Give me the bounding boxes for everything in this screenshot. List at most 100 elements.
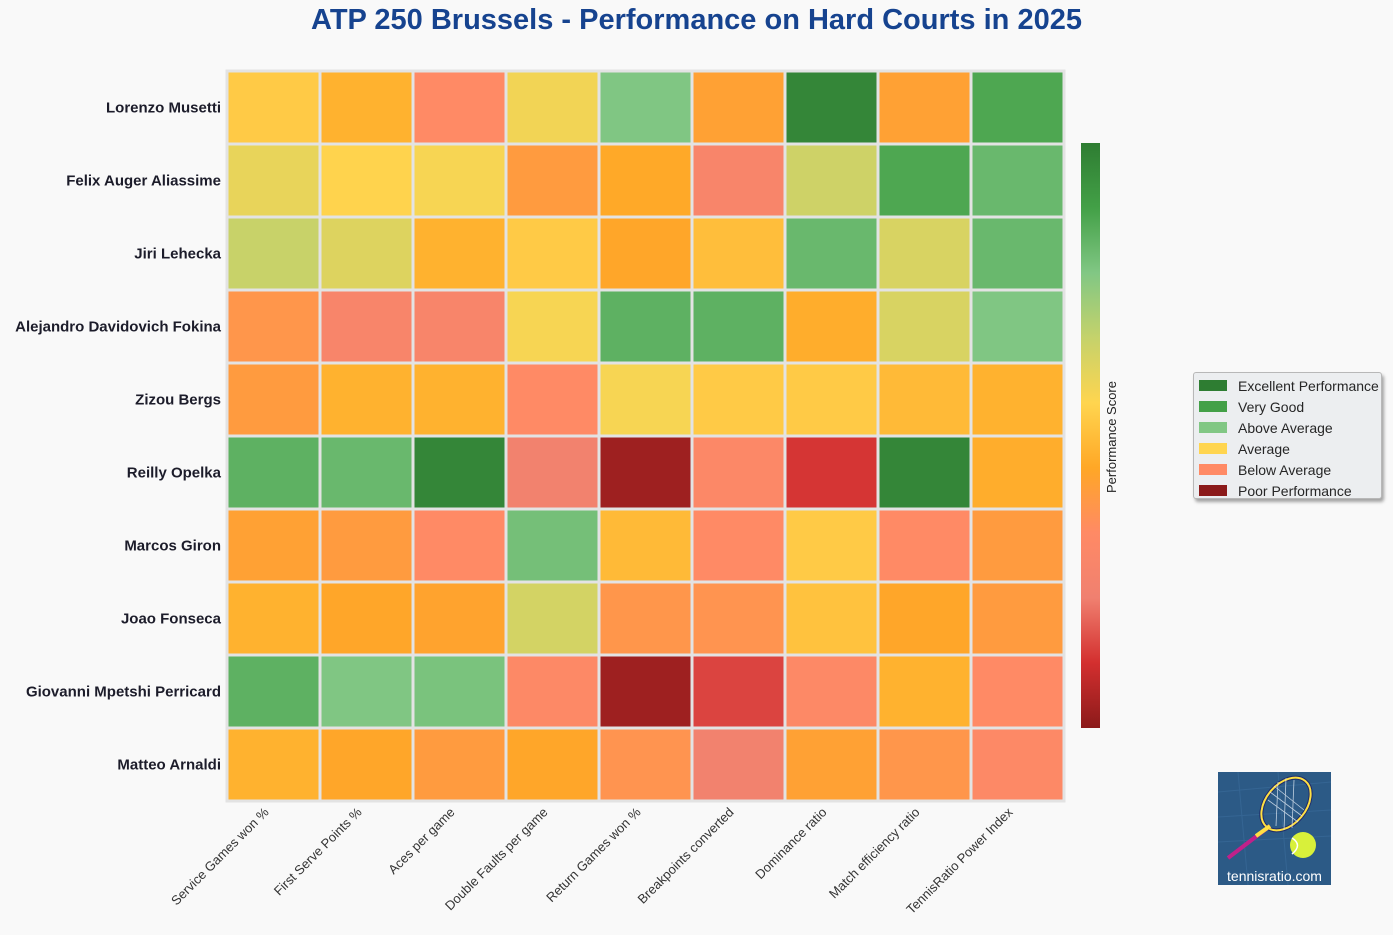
heatmap-cell xyxy=(225,142,322,219)
heatmap-cell xyxy=(783,507,880,584)
legend: Excellent Performance Very Good Above Aver… xyxy=(1193,372,1382,499)
heatmap-cell xyxy=(504,361,601,438)
heatmap-cell xyxy=(690,434,787,511)
heatmap-cell xyxy=(318,580,415,657)
row-label: Joao Fonseca xyxy=(121,611,222,628)
heatmap-cell xyxy=(504,726,601,803)
heatmap-cell xyxy=(690,726,787,803)
row-label: Jiri Lehecka xyxy=(134,246,221,263)
heatmap-cell xyxy=(504,507,601,584)
heatmap-cell xyxy=(876,361,973,438)
heatmap-cell xyxy=(411,434,508,511)
heatmap-cell xyxy=(225,69,322,146)
column-label: TennisRatio Power Index xyxy=(903,804,1016,917)
heatmap-cell xyxy=(783,653,880,730)
column-label: Breakpoints converted xyxy=(635,805,737,907)
row-label: Matteo Arnaldi xyxy=(117,757,221,774)
heatmap-cell xyxy=(783,361,880,438)
heatmap-cell xyxy=(597,215,694,292)
legend-item: Very Good xyxy=(1199,396,1381,417)
heatmap-cell xyxy=(225,434,322,511)
legend-swatch xyxy=(1199,464,1227,475)
legend-label: Poor Performance xyxy=(1238,482,1352,499)
colorbar xyxy=(1081,143,1100,728)
heatmap-cell xyxy=(318,434,415,511)
legend-item: Above Average xyxy=(1199,417,1381,438)
heatmap-cell xyxy=(225,726,322,803)
heatmap-cell xyxy=(411,507,508,584)
legend-label: Very Good xyxy=(1238,398,1305,415)
legend-item: Excellent Performance xyxy=(1199,375,1381,396)
column-label: Match efficiency ratio xyxy=(826,805,923,902)
legend-swatch xyxy=(1199,422,1227,433)
heatmap-cell xyxy=(411,726,508,803)
heatmap-cell xyxy=(225,361,322,438)
heatmap-cell xyxy=(318,69,415,146)
heatmap-cell xyxy=(597,726,694,803)
heatmap-cell xyxy=(597,580,694,657)
column-label: First Serve Points % xyxy=(271,804,365,898)
heatmap-cell xyxy=(411,361,508,438)
heatmap-cell xyxy=(876,69,973,146)
logo-text: tennisratio.com xyxy=(1227,868,1322,884)
row-label: Giovanni Mpetshi Perricard xyxy=(26,684,221,701)
heatmap-cell xyxy=(969,361,1066,438)
tennis-racket-ball-icon xyxy=(1218,772,1331,885)
column-label: Return Games won % xyxy=(543,804,644,905)
heatmap-cell xyxy=(783,726,880,803)
legend-label: Above Average xyxy=(1238,419,1333,436)
heatmap-cell xyxy=(690,507,787,584)
legend-item: Below Average xyxy=(1199,459,1381,480)
legend-swatch xyxy=(1199,485,1227,496)
legend-label: Excellent Performance xyxy=(1238,377,1379,394)
heatmap-cell xyxy=(876,580,973,657)
column-labels: Service Games won % First Serve Points % A… xyxy=(168,804,1016,917)
heatmap-cell xyxy=(411,69,508,146)
row-label: Zizou Bergs xyxy=(135,392,221,409)
heatmap-cell xyxy=(318,507,415,584)
heatmap-cell xyxy=(225,288,322,365)
legend-swatch xyxy=(1199,380,1227,391)
heatmap-cell xyxy=(969,726,1066,803)
colorbar-label: Performance Score xyxy=(1104,381,1119,493)
heatmap-cell xyxy=(969,507,1066,584)
heatmap-cell xyxy=(318,361,415,438)
heatmap-cell xyxy=(504,142,601,219)
heatmap-cell xyxy=(876,434,973,511)
heatmap-cell xyxy=(225,507,322,584)
heatmap-cell xyxy=(969,580,1066,657)
row-label: Felix Auger Aliassime xyxy=(66,173,221,190)
heatmap-cell xyxy=(783,434,880,511)
row-labels: Lorenzo Musetti Felix Auger Aliassime Jiri… xyxy=(15,100,222,774)
heatmap-cell xyxy=(969,653,1066,730)
legend-swatch xyxy=(1199,401,1227,412)
heatmap-cell xyxy=(783,215,880,292)
column-label: Double Faults per game xyxy=(442,805,551,914)
heatmap-cell xyxy=(411,142,508,219)
heatmap-cell xyxy=(318,215,415,292)
heatmap-cell xyxy=(690,69,787,146)
heatmap-cell xyxy=(597,434,694,511)
column-label: Dominance ratio xyxy=(752,805,830,883)
heatmap-cell xyxy=(876,507,973,584)
heatmap-cell xyxy=(504,215,601,292)
row-label: Reilly Opelka xyxy=(127,465,222,482)
heatmap-cell xyxy=(876,288,973,365)
heatmap-cell xyxy=(690,288,787,365)
heatmap-cell xyxy=(690,580,787,657)
legend-item: Average xyxy=(1199,438,1381,459)
heatmap-cell xyxy=(225,653,322,730)
heatmap-cell xyxy=(783,580,880,657)
heatmap-cells xyxy=(225,69,1066,803)
heatmap-cell xyxy=(318,288,415,365)
heatmap-cell xyxy=(504,69,601,146)
heatmap-cell xyxy=(597,69,694,146)
legend-item: Poor Performance xyxy=(1199,480,1381,501)
heatmap-cell xyxy=(876,653,973,730)
chart-title: ATP 250 Brussels - Performance on Hard C… xyxy=(311,4,1082,36)
heatmap-cell xyxy=(225,215,322,292)
heatmap-cell xyxy=(969,215,1066,292)
heatmap-cell xyxy=(411,215,508,292)
heatmap-cell xyxy=(318,653,415,730)
